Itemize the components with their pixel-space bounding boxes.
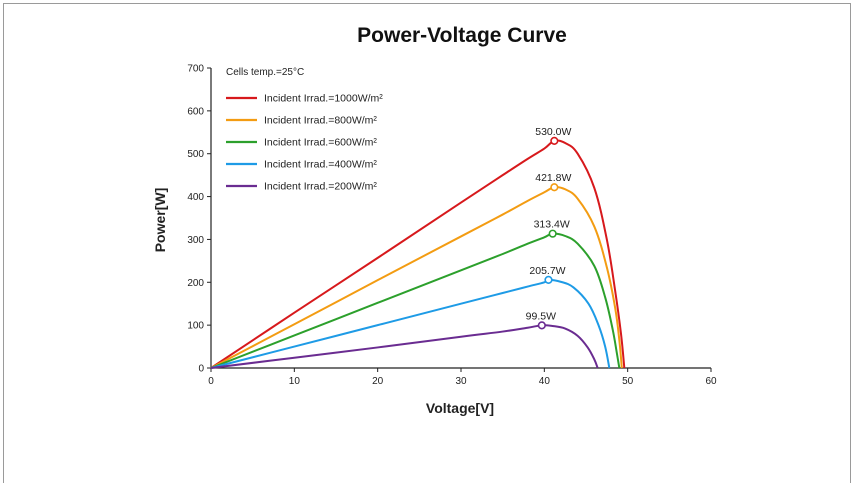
y-tick-label: 200 — [187, 278, 204, 289]
y-tick-label: 600 — [187, 106, 204, 117]
y-tick-label: 700 — [187, 64, 204, 75]
series-line-5 — [210, 324, 599, 369]
x-tick-label: 10 — [289, 376, 301, 387]
peak-label-5: 99.5W — [526, 310, 556, 322]
series-line-3 — [210, 232, 621, 369]
y-tick-label: 300 — [187, 235, 204, 246]
x-tick-label: 50 — [622, 376, 634, 387]
x-tick-label: 60 — [705, 376, 717, 387]
x-tick-label: 40 — [539, 376, 551, 387]
y-tick-label: 400 — [187, 192, 204, 203]
x-tick-label: 0 — [208, 376, 214, 387]
chart-frame — [3, 3, 851, 483]
peak-point-1 — [550, 136, 559, 145]
x-axis-label: Voltage[V] — [426, 400, 494, 416]
legend-label-3: Incident Irrad.=600W/m² — [264, 137, 377, 149]
legend-label-4: Incident Irrad.=400W/m² — [264, 159, 377, 171]
peak-label-4: 205.7W — [529, 265, 565, 277]
chart-title: Power-Voltage Curve — [357, 24, 567, 47]
legend-label-2: Incident Irrad.=800W/m² — [264, 115, 377, 127]
peak-label-2: 421.8W — [535, 172, 571, 184]
peak-point-2 — [550, 183, 559, 192]
peak-markers: 530.0W 421.8W 313.4W 205.7W 99.5W — [526, 126, 572, 330]
y-tick-label: 0 — [198, 364, 204, 375]
y-tick-label: 100 — [187, 321, 204, 332]
legend: Incident Irrad.=1000W/m² Incident Irrad.=… — [226, 93, 383, 193]
peak-point-5 — [537, 321, 546, 330]
series-line-2 — [210, 186, 623, 369]
peak-point-4 — [544, 275, 553, 284]
series-line-4 — [210, 278, 611, 369]
legend-label-1: Incident Irrad.=1000W/m² — [264, 93, 383, 105]
x-tick-label: 30 — [455, 376, 467, 387]
legend-label-5: Incident Irrad.=200W/m² — [264, 181, 377, 193]
y-tick-label: 500 — [187, 149, 204, 160]
x-tick-label: 20 — [372, 376, 384, 387]
peak-label-1: 530.0W — [535, 126, 571, 138]
peak-point-3 — [548, 229, 557, 238]
peak-label-3: 313.4W — [534, 219, 570, 231]
temperature-note: Cells temp.=25°C — [226, 67, 304, 78]
y-axis-label: Power[W] — [152, 188, 168, 253]
